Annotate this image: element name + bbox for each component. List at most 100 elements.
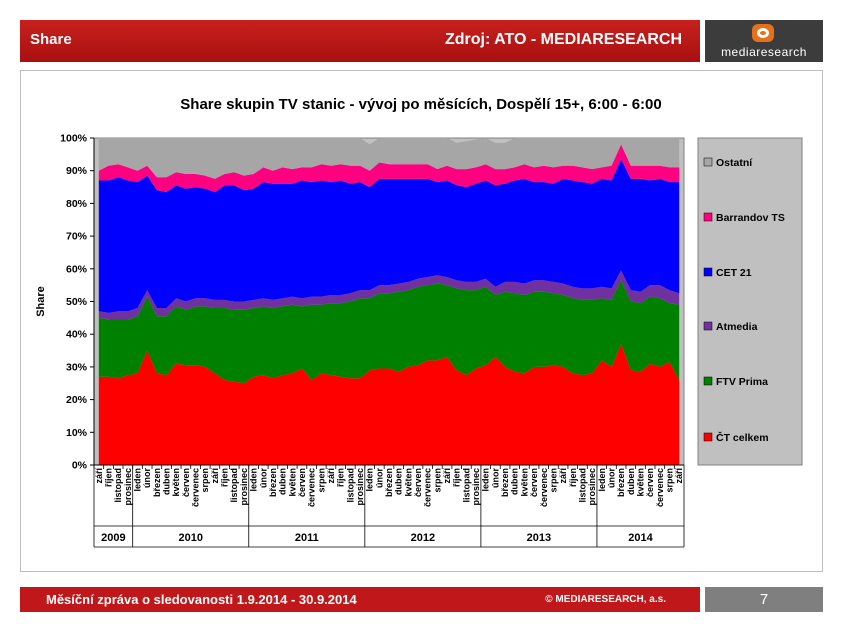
x-tick-label: únor [374,468,384,488]
x-tick-label: duben [162,468,172,495]
x-tick-label: září [94,468,104,484]
x-tick-label: srpen [316,468,326,493]
page-title: Share [30,31,72,48]
x-tick-label: červen [297,468,307,497]
x-tick-label: březen [152,468,162,497]
legend-swatch [703,376,713,386]
x-tick-label: listopad [229,468,239,503]
year-label: 2010 [178,532,202,544]
x-tick-label: srpen [432,468,442,493]
legend-label: Atmedia [716,321,758,333]
year-label: 2012 [411,532,435,544]
x-tick-label: říjen [452,468,462,487]
x-tick-label: květen [635,468,645,497]
x-tick-label: březen [268,468,278,497]
x-tick-label: prosinec [471,468,481,506]
x-tick-label: červen [645,468,655,497]
chart-title: Share skupin TV stanic - vývoj po měsící… [180,96,662,113]
legend-swatch [703,157,713,167]
x-tick-label: říjen [336,468,346,487]
x-tick-label: prosinec [123,468,133,506]
y-tick-label: 10% [66,427,88,439]
x-tick-label: červenec [423,468,433,507]
page-number: 7 [759,591,769,608]
legend-swatch [703,267,713,277]
area-series-4 [98,144,680,192]
x-tick-label: červen [529,468,539,497]
x-tick-label: prosinec [239,468,249,506]
x-tick-label: listopad [345,468,355,503]
footer-bar: Měsíční zpráva o sledovanosti 1.9.2014 -… [20,587,700,612]
x-tick-label: září [442,468,452,484]
x-tick-label: srpen [548,468,558,493]
y-axis-label: Share [35,286,47,317]
legend-swatch [703,321,713,331]
x-tick-label: duben [626,468,636,495]
x-tick-label: duben [394,468,404,495]
x-tick-label: červenec [539,468,549,507]
legend-label: FTV Prima [716,376,768,388]
copyright: © MEDIARESEARCH, a.s. [545,594,666,605]
source-label: Zdroj: ATO - MEDIARESEARCH [444,31,682,48]
y-tick-label: 70% [66,231,88,243]
legend-label: Barrandov TS [716,212,785,224]
legend-label: Ostatní [716,157,753,169]
logo-text: mediaresearch [721,45,807,59]
legend-label: CET 21 [716,267,752,279]
page-number-box: 7 [705,587,823,612]
x-tick-label: únor [606,468,616,488]
area-series-1 [98,280,680,384]
y-tick-label: 100% [60,133,88,145]
area-series-3 [98,159,680,313]
y-tick-label: 50% [66,296,88,308]
logo-icon [752,24,774,42]
x-tick-label: leden [597,468,607,492]
x-tick-label: červen [181,468,191,497]
legend-box [697,137,803,466]
x-tick-label: červen [413,468,423,497]
area-series-2 [98,270,680,320]
year-label: 2011 [295,532,319,544]
x-tick-label: říjen [220,468,230,487]
x-tick-label: srpen [664,468,674,493]
x-tick-label: květen [403,468,413,497]
x-tick-label: leden [133,468,143,492]
x-tick-label: listopad [577,468,587,503]
x-tick-label: leden [481,468,491,492]
y-tick-label: 20% [66,394,88,406]
year-label: 2009 [101,532,125,544]
area-series-0 [98,344,680,465]
y-tick-label: 60% [66,263,88,275]
x-tick-label: duben [510,468,520,495]
x-tick-label: srpen [200,468,210,493]
x-tick-label: červenec [307,468,317,507]
x-tick-label: únor [258,468,268,488]
header-bar: Share Zdroj: ATO - MEDIARESEARCH [20,20,700,62]
report-title: Měsíční zpráva o sledovanosti 1.9.2014 -… [46,592,357,607]
legend-swatch [703,432,713,442]
x-tick-label: září [558,468,568,484]
mediaresearch-logo: mediaresearch [705,20,823,62]
y-tick-label: 90% [66,165,88,177]
x-tick-label: únor [142,468,152,488]
x-tick-label: září [674,468,684,484]
year-label: 2013 [527,532,551,544]
x-tick-label: leden [249,468,259,492]
x-tick-label: říjen [104,468,114,487]
x-tick-label: červenec [655,468,665,507]
x-tick-label: květen [519,468,529,497]
year-label: 2014 [628,532,653,544]
x-tick-label: prosinec [587,468,597,506]
x-tick-label: únor [490,468,500,488]
y-tick-label: 30% [66,361,88,373]
legend-label: ČT celkem [716,431,769,444]
x-tick-label: leden [365,468,375,492]
x-tick-label: říjen [568,468,578,487]
y-tick-label: 40% [66,329,88,341]
y-tick-label: 80% [66,198,88,210]
legend-swatch [703,212,713,222]
x-tick-label: listopad [113,468,123,503]
area-series-5 [98,138,680,179]
x-tick-label: prosinec [355,468,365,506]
